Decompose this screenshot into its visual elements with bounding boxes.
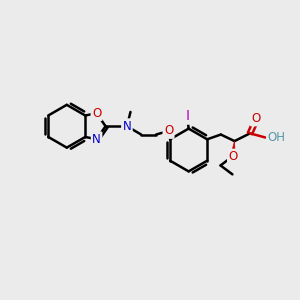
Text: N: N — [122, 120, 131, 133]
Text: OH: OH — [267, 131, 285, 144]
Text: I: I — [185, 109, 189, 123]
Text: O: O — [251, 112, 260, 125]
Text: N: N — [92, 133, 101, 146]
Text: O: O — [228, 150, 238, 163]
Polygon shape — [231, 141, 235, 154]
Text: O: O — [164, 124, 173, 137]
Text: O: O — [92, 106, 101, 120]
